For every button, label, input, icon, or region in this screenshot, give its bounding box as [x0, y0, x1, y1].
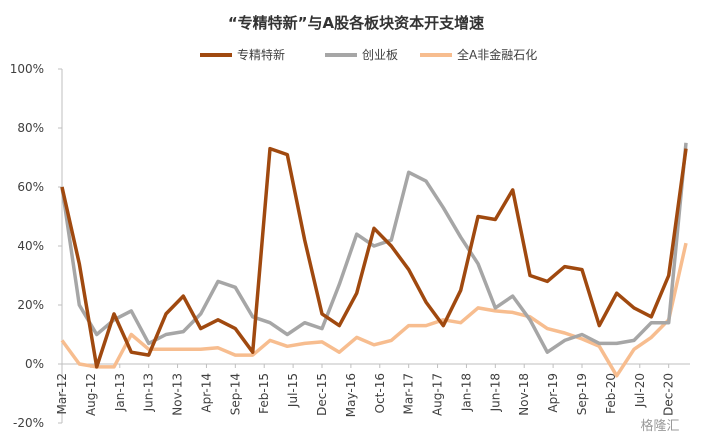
x-tick-label: Apr-19 — [546, 373, 560, 413]
y-tick-label: 80% — [17, 121, 44, 135]
x-tick-label: Nov-18 — [517, 373, 531, 416]
x-tick-label: Apr-14 — [199, 373, 213, 413]
legend-label: 全A非金融石化 — [457, 47, 537, 62]
y-tick-label: -20% — [13, 416, 44, 430]
x-tick-label: Sep-19 — [575, 373, 589, 415]
x-tick-label: Sep-14 — [228, 373, 242, 415]
x-tick-label: Feb-20 — [604, 373, 618, 414]
x-tick-label: Nov-13 — [171, 373, 185, 416]
y-tick-label: 20% — [17, 298, 44, 312]
x-tick-label: Aug-17 — [431, 373, 445, 416]
x-tick-label: Mar-12 — [55, 373, 69, 414]
y-tick-label: 0% — [25, 357, 44, 371]
x-tick-label: Jul-20 — [633, 373, 647, 408]
chart-title: “专精特新”与A股各板块资本开支增速 — [228, 14, 484, 32]
x-tick-label: Dec-20 — [662, 373, 676, 416]
legend-label: 专精特新 — [237, 47, 285, 62]
x-tick-label: Mar-17 — [402, 373, 416, 414]
x-tick-label: Jun-18 — [488, 373, 502, 412]
x-tick-label: Feb-15 — [257, 373, 271, 414]
series-line — [60, 242, 688, 378]
y-tick-label: 100% — [10, 62, 44, 76]
x-tick-label: Jun-13 — [142, 373, 156, 412]
x-tick-label: Jan-13 — [113, 373, 127, 412]
series-line — [60, 142, 688, 354]
x-tick-label: Aug-12 — [84, 373, 98, 416]
legend-label: 创业板 — [362, 48, 398, 62]
x-tick-label: May-16 — [344, 373, 358, 417]
watermark: 格隆汇 — [640, 418, 679, 434]
series-line — [60, 146, 688, 369]
x-tick-label: Jul-15 — [286, 373, 300, 408]
y-tick-label: 60% — [17, 180, 44, 194]
x-tick-label: Oct-16 — [373, 373, 387, 413]
x-tick-label: Jan-18 — [459, 373, 473, 412]
x-tick-label: Dec-15 — [315, 373, 329, 416]
y-tick-label: 40% — [17, 239, 44, 253]
